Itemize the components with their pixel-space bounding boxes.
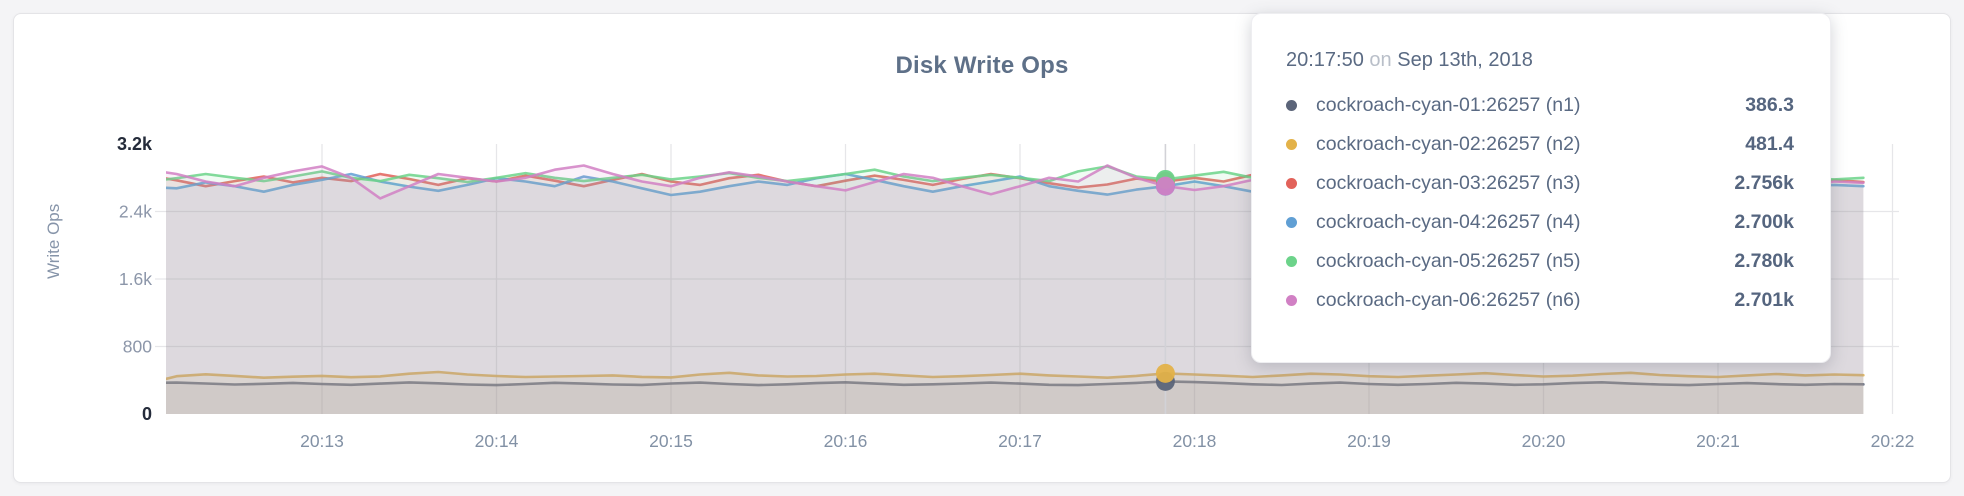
y-tick-label: 800 [123, 337, 152, 357]
tooltip-row: cockroach-cyan-01:26257 (n1) 386.3 [1286, 86, 1794, 125]
tooltip-row: cockroach-cyan-04:26257 (n4) 2.700k [1286, 203, 1794, 242]
tooltip-connector: on [1369, 49, 1392, 71]
series-value: 386.3 [1745, 94, 1794, 116]
series-color-dot-icon [1286, 178, 1297, 189]
series-color-dot-icon [1286, 100, 1297, 111]
x-tick-label: 20:18 [1173, 431, 1217, 451]
series-name: cockroach-cyan-03:26257 (n3) [1316, 172, 1581, 194]
y-tick-label: 0 [142, 404, 152, 424]
series-name: cockroach-cyan-06:26257 (n6) [1316, 289, 1581, 311]
series-name: cockroach-cyan-04:26257 (n4) [1316, 211, 1581, 233]
chart-tooltip: 20:17:50 on Sep 13th, 2018 cockroach-cya… [1251, 13, 1831, 363]
chart-title: Disk Write Ops [895, 52, 1069, 79]
hover-point-n2 [1155, 363, 1175, 383]
x-tick-label: 20:13 [300, 431, 344, 451]
x-tick-label: 20:16 [824, 431, 868, 451]
x-tick-label: 20:19 [1347, 431, 1391, 451]
tooltip-row: cockroach-cyan-06:26257 (n6) 2.701k [1286, 281, 1794, 320]
tooltip-series-list: cockroach-cyan-01:26257 (n1) 386.3 cockroa… [1286, 86, 1794, 320]
hover-point-n6 [1155, 176, 1175, 196]
y-tick-label: 1.6k [119, 269, 152, 289]
series-color-dot-icon [1286, 217, 1297, 228]
tooltip-time: 20:17:50 [1286, 49, 1364, 71]
chart-panel: Disk Write Ops Write Ops 0 800 1.6k 2.4k 3.2… [13, 13, 1951, 483]
x-tick-label: 20:21 [1696, 431, 1740, 451]
tooltip-row: cockroach-cyan-05:26257 (n5) 2.780k [1286, 242, 1794, 281]
x-tick-label: 20:14 [475, 431, 519, 451]
series-value: 2.756k [1734, 172, 1794, 194]
series-color-dot-icon [1286, 295, 1297, 306]
y-tick-label: 3.2k [117, 134, 153, 154]
series-name: cockroach-cyan-05:26257 (n5) [1316, 250, 1581, 272]
tooltip-row: cockroach-cyan-02:26257 (n2) 481.4 [1286, 125, 1794, 164]
x-tick-label: 20:22 [1871, 431, 1915, 451]
series-line-n1 [166, 380, 1865, 387]
series-color-dot-icon [1286, 256, 1297, 267]
series-name: cockroach-cyan-02:26257 (n2) [1316, 133, 1581, 155]
y-tick-label: 2.4k [119, 202, 152, 222]
series-name: cockroach-cyan-01:26257 (n1) [1316, 94, 1581, 116]
tooltip-header: 20:17:50 on Sep 13th, 2018 [1286, 47, 1794, 73]
series-area-n1 [166, 381, 1864, 414]
series-area-n2 [166, 372, 1864, 414]
x-tick-label: 20:17 [998, 431, 1042, 451]
series-value: 2.700k [1734, 211, 1794, 233]
tooltip-date: Sep 13th, 2018 [1397, 49, 1533, 71]
x-tick-label: 20:20 [1522, 431, 1566, 451]
x-tick-label: 20:15 [649, 431, 693, 451]
series-color-dot-icon [1286, 139, 1297, 150]
series-value: 2.780k [1734, 250, 1794, 272]
series-value: 481.4 [1745, 133, 1794, 155]
series-line-n2 [166, 370, 1865, 381]
series-value: 2.701k [1734, 289, 1794, 311]
tooltip-row: cockroach-cyan-03:26257 (n3) 2.756k [1286, 164, 1794, 203]
